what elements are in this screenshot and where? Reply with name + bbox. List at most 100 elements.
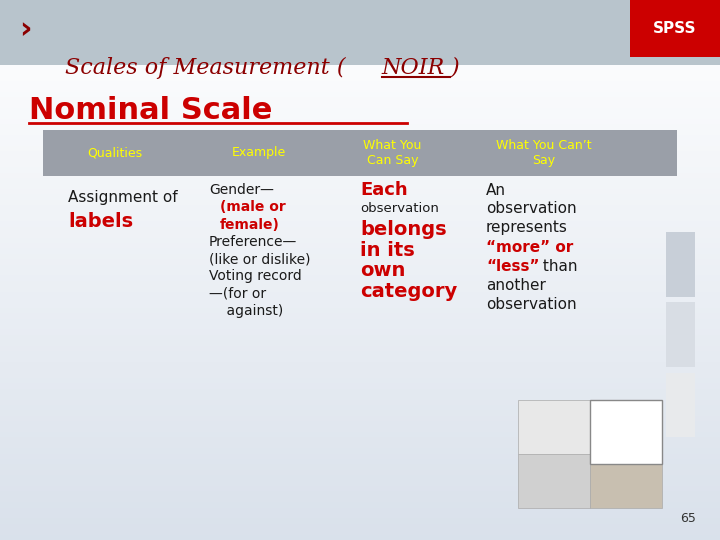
- Bar: [0, 27, 720, 32]
- Bar: [666, 302, 695, 367]
- Text: Voting record: Voting record: [209, 269, 302, 284]
- Bar: [0, 432, 720, 437]
- Bar: [0, 497, 720, 502]
- Bar: [0, 173, 720, 178]
- Bar: [0, 108, 720, 113]
- Bar: [0, 410, 720, 416]
- Text: (like or dislike): (like or dislike): [209, 252, 310, 266]
- Bar: [0, 211, 720, 216]
- Bar: [0, 308, 720, 313]
- Text: represents: represents: [486, 220, 568, 235]
- Bar: [0, 281, 720, 286]
- Bar: [0, 265, 720, 270]
- Bar: [0, 194, 720, 200]
- Text: observation: observation: [486, 297, 577, 312]
- Bar: [0, 389, 720, 394]
- Bar: [0, 313, 720, 319]
- Bar: [0, 421, 720, 427]
- Bar: [0, 81, 720, 86]
- Bar: [0, 189, 720, 194]
- Text: Assignment of: Assignment of: [68, 190, 178, 205]
- Bar: [0, 346, 720, 351]
- Bar: [0, 0, 720, 65]
- Bar: [0, 319, 720, 324]
- Bar: [0, 454, 720, 459]
- Bar: [0, 459, 720, 464]
- Text: against): against): [209, 304, 283, 318]
- Bar: [0, 383, 720, 389]
- Text: Each: Each: [360, 181, 408, 199]
- Bar: [0, 232, 720, 238]
- Text: observation: observation: [486, 201, 577, 217]
- Bar: [0, 92, 720, 97]
- Bar: [518, 400, 590, 454]
- Bar: [0, 259, 720, 265]
- Bar: [0, 475, 720, 481]
- Bar: [0, 529, 720, 535]
- Bar: [0, 103, 720, 108]
- Bar: [0, 49, 720, 54]
- Bar: [0, 378, 720, 383]
- Text: Preference—: Preference—: [209, 235, 297, 249]
- Bar: [0, 43, 720, 49]
- Bar: [0, 340, 720, 346]
- Bar: [0, 518, 720, 524]
- Bar: [0, 324, 720, 329]
- Bar: [0, 448, 720, 454]
- Bar: [0, 32, 720, 38]
- Bar: [0, 11, 720, 16]
- Text: —(for or: —(for or: [209, 287, 266, 301]
- Text: An: An: [486, 183, 506, 198]
- Bar: [0, 216, 720, 221]
- Bar: [590, 400, 662, 454]
- Text: “more” or: “more” or: [486, 240, 573, 255]
- Bar: [0, 227, 720, 232]
- Bar: [0, 157, 720, 162]
- Text: What You Can’t
Say: What You Can’t Say: [496, 139, 591, 167]
- Text: Scales of Measurement (: Scales of Measurement (: [65, 57, 346, 78]
- Bar: [666, 232, 695, 297]
- Bar: [0, 470, 720, 475]
- Text: observation: observation: [360, 202, 439, 215]
- Bar: [590, 454, 662, 508]
- Bar: [0, 481, 720, 486]
- Bar: [0, 200, 720, 205]
- Bar: [0, 508, 720, 513]
- Bar: [0, 367, 720, 373]
- Bar: [0, 65, 720, 70]
- Bar: [0, 329, 720, 335]
- Text: category: category: [360, 281, 457, 301]
- Text: 65: 65: [680, 512, 696, 525]
- Bar: [0, 302, 720, 308]
- Bar: [0, 405, 720, 410]
- Text: ): ): [450, 57, 459, 78]
- Bar: [0, 502, 720, 508]
- Bar: [0, 351, 720, 356]
- Text: belongs: belongs: [360, 220, 446, 239]
- Bar: [0, 135, 720, 140]
- Bar: [0, 184, 720, 189]
- Bar: [666, 373, 695, 437]
- Bar: [0, 356, 720, 362]
- Bar: [0, 167, 720, 173]
- Text: female): female): [220, 218, 279, 232]
- Text: Gender—: Gender—: [209, 183, 274, 197]
- Bar: [0, 0, 720, 5]
- Bar: [630, 0, 720, 57]
- Bar: [0, 335, 720, 340]
- Text: labels: labels: [68, 212, 133, 231]
- Bar: [0, 113, 720, 119]
- Text: than: than: [538, 259, 577, 274]
- Bar: [0, 491, 720, 497]
- Bar: [0, 59, 720, 65]
- Bar: [0, 221, 720, 227]
- Bar: [0, 97, 720, 103]
- Bar: [0, 16, 720, 22]
- Bar: [0, 270, 720, 275]
- Bar: [0, 151, 720, 157]
- Bar: [0, 238, 720, 243]
- Bar: [0, 248, 720, 254]
- Text: SPSS: SPSS: [653, 21, 696, 36]
- Bar: [0, 464, 720, 470]
- Bar: [0, 486, 720, 491]
